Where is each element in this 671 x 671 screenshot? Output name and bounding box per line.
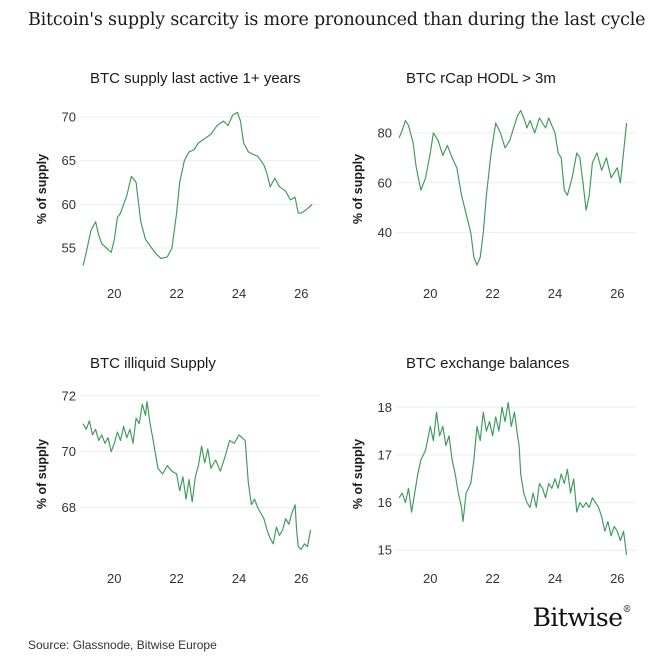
chart-exchange-balances: BTC exchange balances % of supply 15 16 17 18…: [336, 345, 646, 605]
y-tick-label: 80: [378, 125, 392, 140]
chart-svg: BTC exchange balances % of supply 15 16 17 18…: [351, 355, 636, 586]
chart-supply-last-active: BTC supply last active 1+ years % of supp…: [20, 60, 330, 320]
x-tick-label: 20: [423, 571, 437, 586]
x-tick-label: 24: [548, 571, 562, 586]
y-tick-label: 70: [62, 109, 76, 124]
x-tick-label: 22: [169, 571, 183, 586]
page-headline: Bitcoin's supply scarcity is more pronou…: [28, 10, 646, 30]
y-axis-label: % of supply: [35, 439, 49, 509]
y-tick-label: 65: [62, 153, 76, 168]
y-axis-label: % of supply: [351, 154, 365, 224]
y-tick-label: 16: [378, 495, 392, 510]
chart-rcap-hodl: BTC rCap HODL > 3m % of supply 40 60 80 20 22 2…: [336, 60, 646, 320]
chart-svg: BTC supply last active 1+ years % of supp…: [35, 70, 320, 301]
y-tick-label: 68: [62, 500, 76, 515]
x-tick-label: 26: [610, 286, 624, 301]
y-tick-label: 70: [62, 444, 76, 459]
y-tick-label: 60: [378, 175, 392, 190]
x-tick-label: 20: [107, 571, 121, 586]
chart-title: BTC supply last active 1+ years: [90, 70, 301, 87]
y-tick-label: 40: [378, 225, 392, 240]
chart-svg: BTC illiquid Supply % of supply 68 70 72 20 22…: [35, 355, 320, 586]
series-line: [82, 400, 312, 550]
source-note: Source: Glassnode, Bitwise Europe: [28, 638, 217, 652]
x-tick-label: 26: [610, 571, 624, 586]
registered-mark: ®: [622, 605, 632, 615]
chart-title: BTC rCap HODL > 3m: [406, 70, 556, 87]
x-tick-label: 24: [232, 571, 246, 586]
x-tick-label: 20: [107, 286, 121, 301]
x-tick-label: 22: [485, 571, 499, 586]
x-tick-label: 20: [423, 286, 437, 301]
chart-svg: BTC rCap HODL > 3m % of supply 40 60 80 20 22 2…: [351, 70, 636, 301]
series-line: [398, 109, 628, 266]
y-axis-label: % of supply: [351, 439, 365, 509]
x-tick-label: 26: [294, 286, 308, 301]
y-tick-label: 18: [378, 400, 392, 415]
x-tick-label: 24: [548, 286, 562, 301]
y-tick-label: 55: [62, 241, 76, 256]
bitwise-logo: Bitwise®: [532, 603, 632, 632]
chart-title: BTC illiquid Supply: [90, 355, 216, 372]
x-tick-label: 22: [485, 286, 499, 301]
series-line: [398, 401, 628, 556]
x-tick-label: 24: [232, 286, 246, 301]
series-line: [82, 111, 313, 266]
x-tick-label: 22: [169, 286, 183, 301]
x-tick-label: 26: [294, 571, 308, 586]
y-tick-label: 17: [378, 447, 392, 462]
y-tick-label: 72: [62, 388, 76, 403]
logo-text: Bitwise: [532, 603, 623, 632]
y-tick-label: 15: [378, 543, 392, 558]
chart-title: BTC exchange balances: [406, 355, 569, 372]
y-axis-label: % of supply: [35, 154, 49, 224]
y-tick-label: 60: [62, 197, 76, 212]
chart-illiquid-supply: BTC illiquid Supply % of supply 68 70 72 20 22…: [20, 345, 330, 605]
